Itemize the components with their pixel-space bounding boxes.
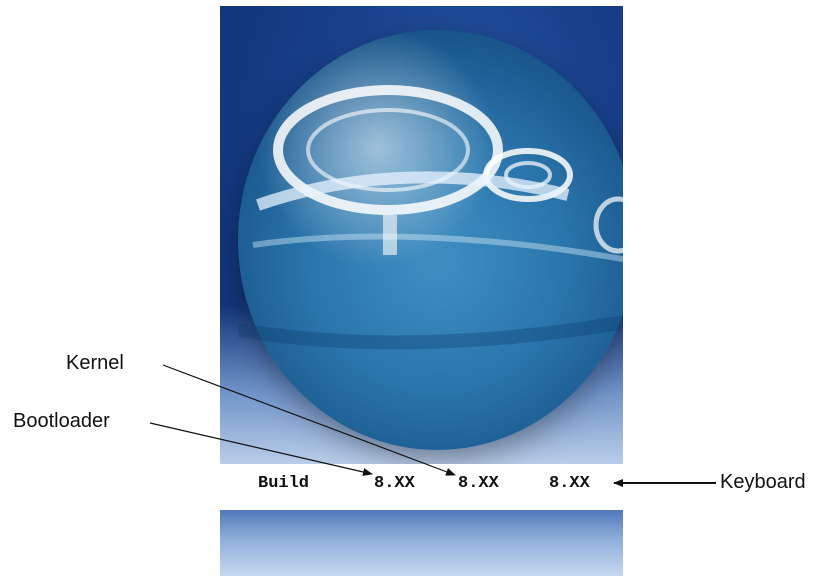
- globe-swirl-art: [238, 85, 623, 350]
- keyboard-version: 8.XX: [549, 474, 590, 493]
- kernel-callout-label: Kernel: [66, 352, 124, 374]
- bootloader-callout-label: Bootloader: [13, 410, 110, 432]
- globe-image: [238, 30, 623, 450]
- splash-screen-image: [220, 6, 623, 464]
- keyboard-callout-label: Keyboard: [720, 471, 806, 493]
- bootloader-version: 8.XX: [374, 474, 415, 493]
- build-label: Build: [258, 474, 310, 493]
- screen-lower-panel: [220, 510, 623, 576]
- kernel-version: 8.XX: [458, 474, 499, 493]
